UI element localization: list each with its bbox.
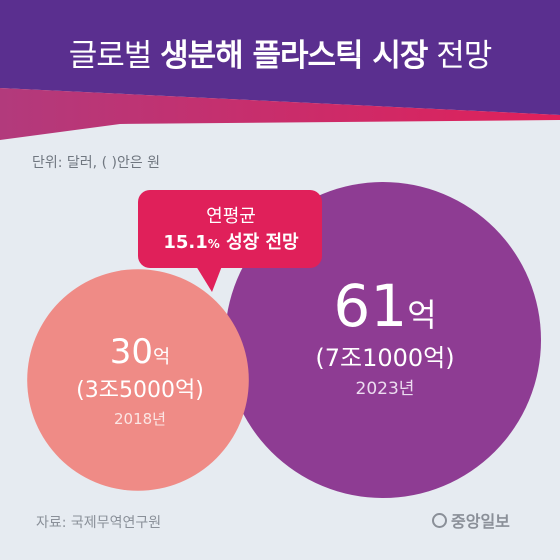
year-label-2023: 2023년 (355, 379, 415, 399)
value-suffix-2018: 억 (153, 347, 171, 368)
callout-line1: 연평균 (206, 206, 256, 227)
page-title: 글로벌 생분해 플라스틱 시장 전망 (0, 30, 560, 75)
value-label-2018: 30억 (40, 332, 240, 372)
value-label-2023: 61억 (230, 272, 540, 340)
brand-logo: 중앙일보 (432, 508, 510, 532)
header-banner: 글로벌 생분해 플라스틱 시장 전망 (0, 0, 560, 145)
krw-label-2023: (7조1000억) (315, 344, 455, 372)
callout-pointer (196, 266, 222, 292)
source-note: 자료: 국제무역연구원 (36, 515, 162, 531)
percent-sign: % (207, 237, 220, 251)
title-suffix: 전망 (436, 38, 492, 74)
bubble-2018 (27, 269, 249, 491)
callout-box (138, 190, 322, 268)
callout-text: 성장 전망 (219, 232, 299, 253)
title-prefix: 글로벌 (68, 38, 153, 74)
title-emphasis: 생분해 플라스틱 시장 (160, 38, 428, 74)
year-label-2018: 2018년 (114, 410, 166, 428)
value-2023: 61 (333, 272, 408, 340)
growth-rate: 15.1 (163, 232, 208, 253)
unit-note: 단위: 달러, ( )안은 원 (32, 155, 161, 171)
brand-logo-icon (432, 512, 447, 528)
header-shape (0, 0, 560, 140)
brand-name: 중앙일보 (451, 512, 510, 531)
value-suffix-2023: 억 (407, 296, 437, 334)
callout-line2: 15.1% 성장 전망 (146, 228, 316, 254)
value-2018: 30 (109, 332, 154, 372)
krw-label-2018: (3조5000억) (76, 378, 204, 403)
